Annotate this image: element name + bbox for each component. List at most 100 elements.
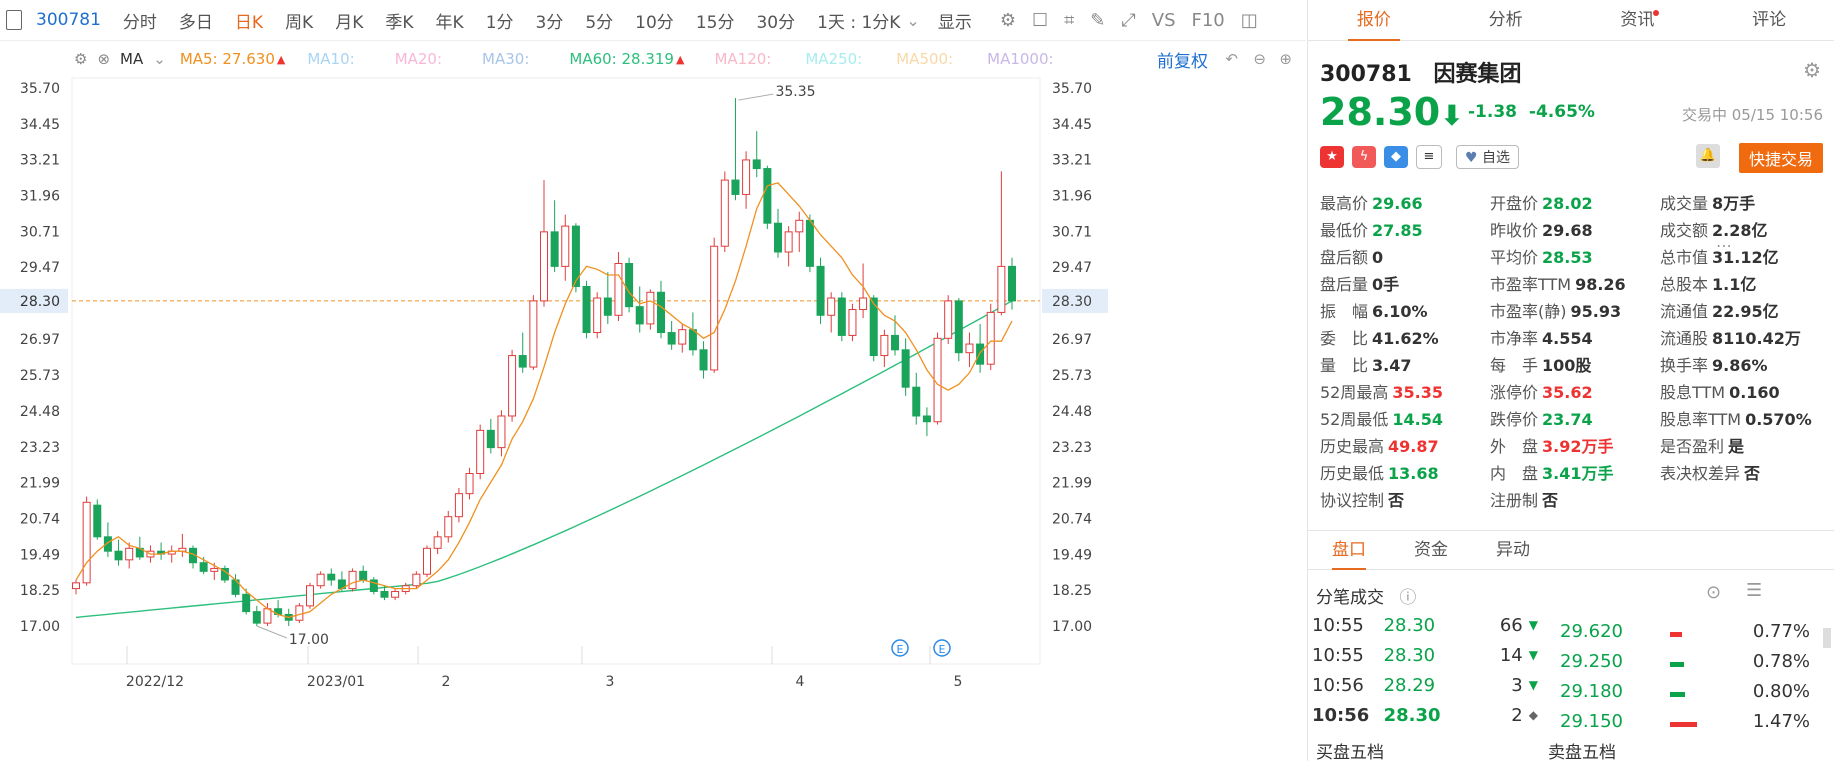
timeframe-tab[interactable]: 3分 xyxy=(535,12,564,33)
draw-rect-icon[interactable]: ☐ xyxy=(1031,9,1049,31)
event-marker-label: E xyxy=(939,643,946,656)
sub-tab-1[interactable]: 资金 xyxy=(1414,540,1448,560)
quote-label: 股息TTM xyxy=(1660,383,1726,402)
timeframe-tab[interactable]: 季K xyxy=(385,12,414,33)
quote-cell: 历史最高 49.87 xyxy=(1320,433,1490,460)
ma60-line xyxy=(75,300,1013,619)
candle-body xyxy=(742,159,751,195)
y-tick-label-right: 26.97 xyxy=(1052,332,1092,348)
stock-badges: ★ ϟ ◆ ≡ ♥ 自选 xyxy=(1320,145,1520,169)
quote-label: 成交额 xyxy=(1660,221,1709,240)
tab-1[interactable]: 分析 xyxy=(1488,10,1523,30)
ma120-value: MA120: xyxy=(714,50,772,68)
close-icon[interactable]: ⊗ xyxy=(97,50,111,68)
quote-cell: 注册制否 xyxy=(1490,487,1660,514)
quote-label: 市盈率(静) xyxy=(1490,302,1567,321)
quote-value: 0.160 xyxy=(1729,383,1780,402)
chevron-up-icon[interactable]: ⌃ xyxy=(1526,500,1538,516)
sub-tab-2[interactable]: 异动 xyxy=(1496,540,1530,560)
period-select[interactable]: 1天 : 1分K xyxy=(817,12,901,33)
tab-3[interactable]: 评论 xyxy=(1752,10,1787,30)
sub-tab-0[interactable]: 盘口 xyxy=(1308,531,1390,570)
tab-0[interactable]: 报价 xyxy=(1308,0,1440,41)
tab-2[interactable]: 资讯 xyxy=(1572,0,1704,40)
timeframe-tab[interactable]: 年K xyxy=(435,12,464,33)
y-tick-label-left: 19.49 xyxy=(20,547,60,563)
ma30-value: MA30: xyxy=(482,50,530,68)
pencil-icon[interactable]: ✎ xyxy=(1090,9,1106,31)
ma-label[interactable]: MA xyxy=(120,50,144,68)
quote-row: 振 幅 6.10% 市盈率(静) 95.93 流通值 22.95亿 xyxy=(1320,298,1830,325)
timeframe-tab[interactable]: 1分 xyxy=(485,12,514,33)
y-tick-label-left: 34.45 xyxy=(20,117,60,133)
add-watchlist-button[interactable]: ♥ 自选 xyxy=(1456,145,1520,169)
y-tick-label-left: 25.73 xyxy=(20,368,60,384)
candlestick-chart[interactable]: 35.70 35.70 34.45 34.45 33.21 33.21 31.96 31.96… xyxy=(0,76,1306,766)
quote-label: 52周最低 xyxy=(1320,410,1389,429)
quote-label: 流通股 xyxy=(1660,329,1709,348)
quote-row: 最高价 29.66 开盘价 28.02 成交量 8万手 xyxy=(1320,190,1830,217)
tag-icon[interactable]: ◆ xyxy=(1384,146,1408,168)
display-menu[interactable]: 显示 xyxy=(937,12,972,33)
quote-value: 0.570% xyxy=(1745,410,1812,429)
tick-time: 10:56 xyxy=(1312,674,1364,696)
notes-icon[interactable]: ≡ xyxy=(1416,145,1442,169)
chevron-down-icon[interactable]: ⌄ xyxy=(153,50,166,68)
f10-button[interactable]: F10 xyxy=(1191,9,1225,31)
settings-gear-icon[interactable]: ⚙ xyxy=(74,50,88,68)
menu-icon[interactable]: ☰ xyxy=(1746,580,1763,601)
timeframe-tab[interactable]: 周K xyxy=(285,12,314,33)
vs-button[interactable]: VS xyxy=(1151,9,1176,31)
timeframe-tab[interactable]: 30分 xyxy=(756,12,796,33)
more-icon[interactable]: ⋯ xyxy=(1716,236,1732,255)
timeframe-tab[interactable]: 月K xyxy=(335,12,364,33)
panel-toggle-icon[interactable]: ◫ xyxy=(1240,9,1258,31)
fullscreen-icon[interactable]: ⤢ xyxy=(1121,9,1136,31)
timeframe-tabs: 分时 多日 日K 周K 月K 季K 年K 1分 3分 5分 10分 15分 30分 xyxy=(123,8,817,33)
timeframe-tab[interactable]: 多日 xyxy=(178,12,213,33)
camera-icon[interactable]: ⌗ xyxy=(1064,9,1075,31)
quote-value: 0手 xyxy=(1372,275,1400,294)
fast-trade-button[interactable]: 快捷交易 xyxy=(1738,143,1823,173)
adjust-select[interactable]: 前复权 xyxy=(1157,51,1208,72)
high-marker-line xyxy=(738,93,774,101)
more-icon[interactable]: ⊙ xyxy=(1706,582,1722,603)
quote-label: 股息率TTM xyxy=(1660,410,1742,429)
settings-gear-icon[interactable]: ⚙ xyxy=(999,9,1016,31)
depth-bar xyxy=(1670,651,1740,672)
lightning-icon[interactable]: ϟ xyxy=(1352,146,1376,168)
settings-gear-icon[interactable]: ⚙ xyxy=(1803,58,1821,82)
y-tick-label-right: 31.96 xyxy=(1052,189,1092,205)
timeframe-tab[interactable]: 5分 xyxy=(585,12,614,33)
sell5-label: 卖盘五档 xyxy=(1548,743,1616,763)
ma500-value: MA500: xyxy=(896,50,954,68)
stock-code[interactable]: 300781 xyxy=(36,10,101,30)
bell-icon[interactable]: 🔔 xyxy=(1696,144,1720,168)
tick-volume: 66 xyxy=(1499,614,1523,636)
sidebar-toggle-icon[interactable] xyxy=(6,10,22,30)
scrollbar[interactable] xyxy=(1823,628,1831,648)
zoom-out-icon[interactable]: ⊖ xyxy=(1253,50,1266,68)
chevron-down-icon[interactable]: ⌄ xyxy=(906,10,920,30)
candle-body xyxy=(944,300,953,339)
last-price: 28.30⬇ xyxy=(1320,90,1464,134)
undo-icon[interactable]: ↶ xyxy=(1225,50,1238,68)
heart-icon: ♥ xyxy=(1465,150,1478,166)
quote-cell: 外 盘 3.92万手 xyxy=(1490,433,1660,460)
candle-body xyxy=(986,311,995,365)
tick-price: 28.30 xyxy=(1383,704,1441,726)
candle-body xyxy=(859,297,868,311)
candle-body xyxy=(848,309,857,336)
timeframe-tab[interactable]: 10分 xyxy=(635,12,674,33)
depth-bar xyxy=(1670,711,1740,732)
candle-body xyxy=(263,608,272,624)
timeframe-tab[interactable]: 15分 xyxy=(695,12,735,33)
zoom-in-icon[interactable]: ⊕ xyxy=(1279,50,1292,68)
candle-body xyxy=(710,245,719,371)
info-icon[interactable]: ⓘ xyxy=(1399,588,1417,608)
timeframe-tab[interactable]: 分时 xyxy=(122,12,157,33)
y-tick-label-right: 30.71 xyxy=(1052,225,1092,241)
timeframe-tab[interactable]: 日K xyxy=(234,12,264,33)
sub-tabs: 盘口 资金 异动 xyxy=(1308,530,1834,570)
quote-label: 开盘价 xyxy=(1490,194,1539,213)
